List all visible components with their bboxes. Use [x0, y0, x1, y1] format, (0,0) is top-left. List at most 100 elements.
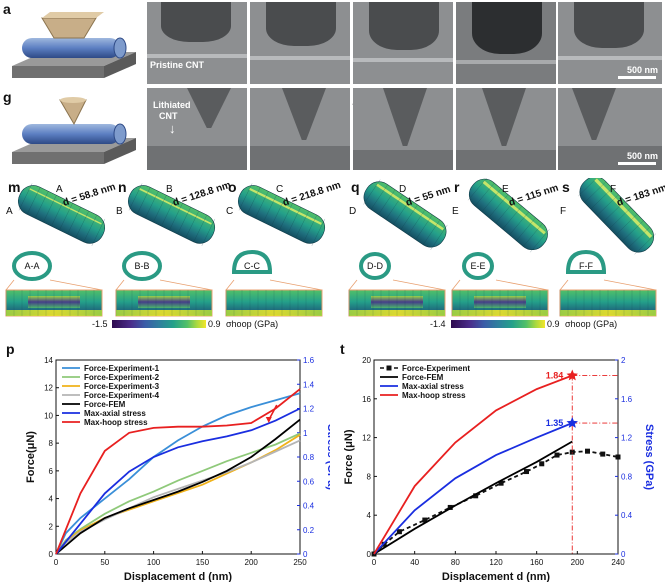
schematic-flat-indenter	[12, 12, 136, 78]
scalebar-bottom-label: 500 nm	[626, 151, 658, 161]
y-left-tick-label: 6	[49, 467, 54, 476]
legend-label: Force-Experiment	[402, 364, 470, 373]
legend-label: Force-Experiment-2	[84, 373, 160, 382]
y-right-tick-label: 0.4	[621, 511, 633, 520]
zoom-detail	[225, 289, 323, 317]
mesh-line	[590, 188, 613, 210]
zoom-guide	[392, 279, 446, 291]
mesh-line	[177, 207, 191, 235]
tube-highlight	[29, 188, 102, 225]
displacement-label: d = 128.8 nm	[172, 180, 233, 209]
tem-image-k	[456, 88, 556, 170]
mesh-line	[145, 191, 159, 219]
tube-body	[18, 183, 106, 246]
mesh-line	[423, 219, 441, 245]
panel-label-r: r	[454, 179, 460, 195]
mesh-line	[83, 214, 97, 243]
y-right-tick-label: 1.6	[621, 395, 633, 404]
mesh-line	[634, 233, 657, 255]
mesh-line	[481, 188, 502, 212]
mesh-line	[43, 195, 57, 223]
section-marker-left: A	[6, 206, 13, 217]
mesh-line	[311, 218, 326, 246]
cross-section-ring	[565, 249, 607, 274]
series-marker	[498, 480, 504, 486]
x-tick-label: 240	[611, 558, 625, 567]
zoom-guide	[159, 279, 213, 291]
mesh-line	[502, 206, 522, 230]
legend-label: Max-hoop stress	[402, 391, 466, 400]
mesh-line	[59, 203, 73, 231]
y-left-tick-label: 2	[49, 522, 54, 531]
mesh-line	[26, 187, 41, 215]
mesh-line	[263, 195, 277, 223]
cross-section-label: E-E	[470, 261, 485, 271]
section-marker-left: B	[116, 206, 123, 217]
cross-section-ring	[122, 251, 162, 281]
zoom-guide	[559, 279, 569, 291]
x-tick-label: 160	[530, 558, 544, 567]
mesh-line	[295, 210, 309, 239]
x-tick-label: 80	[451, 558, 460, 567]
series-marker	[524, 469, 529, 475]
mesh-line	[169, 203, 183, 231]
cross-section-label: F-F	[579, 261, 593, 271]
mesh-line	[400, 204, 418, 230]
tube-highlight	[249, 187, 322, 225]
tube-highlight	[594, 178, 653, 239]
tube-body	[363, 179, 448, 250]
panel-label-n: n	[118, 179, 127, 195]
zoom-guide	[451, 279, 461, 291]
tem-image-l: 500 nm	[558, 88, 662, 170]
annotation-arrowhead	[265, 417, 272, 424]
zoom-guide	[225, 279, 235, 291]
mesh-line	[530, 229, 550, 253]
x-tick-label: 0	[372, 558, 377, 567]
series-line-2	[373, 422, 573, 555]
mesh-line	[201, 218, 216, 246]
mesh-line	[509, 211, 529, 236]
series-line-0	[373, 450, 619, 555]
legend-label: Force-FEM	[84, 400, 126, 409]
displacement-label: d = 58.8 nm	[62, 181, 118, 208]
y-right-tick-label: 1.4	[303, 380, 315, 389]
lithiated-label-2: CNT	[159, 111, 178, 121]
x-axis-label: Displacement d (nm)	[124, 571, 233, 582]
displacement-label: d = 115 nm	[508, 182, 560, 208]
y-right-tick-label: 0.8	[621, 472, 633, 481]
panel-label-m: m	[8, 179, 20, 195]
colorbar-left-max: 0.9	[208, 319, 221, 329]
cross-section-ring	[359, 252, 391, 280]
mesh-line	[363, 179, 381, 205]
y-left-tick-label: 12	[44, 384, 53, 393]
series-line-0	[55, 392, 301, 555]
tube-highlight	[482, 180, 546, 235]
series-line-6	[55, 388, 301, 555]
fem-panel-s: sFF d = 183 nmF-F	[559, 175, 665, 317]
series-marker	[569, 449, 575, 455]
chart-p: p0 50 100 150 200 2500246810121400.20.40.60.8…	[6, 341, 330, 582]
mesh-line	[271, 199, 285, 227]
schematic-sharp-indenter	[12, 97, 136, 164]
y-right-tick-label: 1.6	[303, 356, 315, 365]
zoom-detail	[115, 289, 213, 317]
displacement-label: d = 218.8 nm	[282, 180, 343, 209]
mesh-line	[136, 187, 151, 215]
y-right-axis-label: Stress (GPa)	[325, 424, 330, 490]
mesh-line	[621, 220, 644, 242]
zoom-guide	[348, 279, 358, 291]
tube-body	[238, 183, 326, 246]
zoom-guide	[269, 279, 323, 291]
mesh-line	[279, 203, 293, 231]
colorbar-left	[112, 320, 206, 328]
star-marker	[566, 417, 578, 428]
section-marker-top: B	[166, 184, 173, 195]
zoom-guide	[5, 279, 15, 291]
y-left-tick-label: 8	[49, 439, 54, 448]
cross-section-label: A-A	[24, 261, 39, 271]
star-marker	[566, 369, 578, 381]
arrow-down-icon: ↓	[169, 121, 176, 136]
mesh-line	[488, 194, 509, 218]
tube-highlight	[376, 183, 444, 231]
